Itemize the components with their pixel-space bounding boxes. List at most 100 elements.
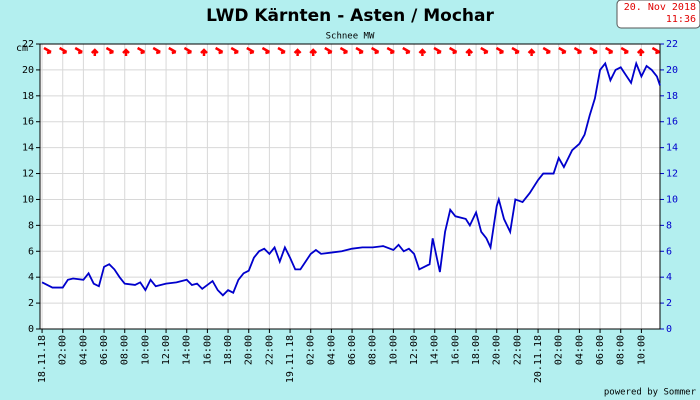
time: 11:36 [666, 14, 696, 25]
footer: powered by Sommer [604, 388, 697, 398]
wind-arrow [527, 48, 536, 56]
wind-arrow [122, 48, 130, 56]
x-tick-label: 10:00 [636, 335, 647, 365]
wind-arrow [214, 46, 224, 55]
data-line [41, 60, 661, 297]
wind-arrow [339, 46, 349, 55]
wind-arrow [558, 46, 567, 55]
x-tick-label: 08:00 [616, 335, 627, 365]
wind-arrow [495, 46, 505, 55]
y2-tick-label: 14 [666, 143, 678, 154]
y-tick-label: 2 [28, 298, 34, 309]
wind-arrow [324, 46, 333, 55]
wind-arrow [573, 46, 583, 55]
x-tick-label: 18.11.18 [37, 335, 48, 383]
wind-arrow [433, 46, 442, 55]
x-tick-label: 08:00 [368, 335, 379, 365]
wind-arrow [480, 46, 489, 55]
y-tick-label: 18 [22, 91, 34, 102]
x-tick-label: 20:00 [244, 335, 255, 365]
y2-tick-label: 6 [666, 246, 672, 257]
x-tick-label: 16:00 [450, 335, 461, 365]
wind-arrow [136, 46, 146, 55]
x-tick-label: 08:00 [120, 335, 131, 365]
chart-title: LWD Kärnten - Asten / Mochar [206, 6, 494, 26]
wind-arrow [386, 46, 395, 55]
wind-arrow [465, 48, 474, 56]
y-unit: cm [16, 43, 28, 54]
x-tick-label: 18:00 [471, 335, 482, 365]
x-tick-label: 22:00 [264, 335, 275, 365]
y-tick-label: 22 [22, 39, 34, 50]
x-tick-label: 19.11.18 [285, 335, 296, 383]
wind-arrow [511, 46, 520, 55]
wind-arrow [293, 48, 302, 56]
y-tick-label: 10 [22, 194, 34, 205]
y2-tick-label: 0 [666, 324, 672, 335]
y2-tick-label: 10 [666, 194, 678, 205]
wind-arrow [402, 46, 411, 55]
wind-arrow [636, 48, 645, 56]
x-tick-label: 12:00 [161, 335, 172, 365]
y2-tick-label: 2 [666, 298, 672, 309]
wind-arrow [43, 46, 52, 55]
x-tick-label: 12:00 [409, 335, 420, 365]
y2-tick-label: 18 [666, 91, 678, 102]
wind-arrow [355, 46, 364, 55]
plot-frame [39, 43, 661, 330]
y-tick-label: 20 [22, 65, 34, 76]
y2-tick-label: 16 [666, 117, 678, 128]
x-tick-label: 20.11.18 [533, 335, 544, 383]
y-tick-label: 0 [28, 324, 34, 335]
x-tick-label: 06:00 [347, 335, 358, 365]
wind-arrow [277, 46, 286, 55]
wind-arrow [418, 48, 427, 56]
x-tick-label: 14:00 [182, 335, 193, 365]
wind-arrow [246, 46, 255, 55]
x-tick-label: 04:00 [78, 335, 89, 365]
wind-arrow [90, 48, 99, 56]
y2-tick-label: 20 [666, 65, 678, 76]
x-tick-label: 20:00 [492, 335, 503, 365]
y-tick-label: 16 [22, 117, 34, 128]
x-tick-label: 04:00 [326, 335, 337, 365]
plot-area [40, 44, 660, 329]
wind-arrow [651, 46, 661, 55]
y2-tick-label: 22 [666, 39, 678, 50]
x-tick-label: 02:00 [58, 335, 69, 365]
x-tick-label: 18:00 [223, 335, 234, 365]
y-tick-label: 12 [22, 169, 34, 180]
x-tick-label: 04:00 [574, 335, 585, 365]
wind-arrow [58, 46, 68, 55]
y2-tick-label: 12 [666, 169, 678, 180]
wind-arrow [105, 46, 115, 55]
x-tick-label: 02:00 [306, 335, 317, 365]
wind-arrow [200, 48, 208, 56]
wind-arrow [542, 46, 551, 55]
wind-arrow [74, 46, 83, 55]
wind-arrow [152, 46, 161, 55]
wind-arrow [261, 46, 271, 55]
y-tick-label: 8 [28, 220, 34, 231]
date-box [616, 0, 700, 29]
x-tick-label: 14:00 [430, 335, 441, 365]
x-tick-label: 16:00 [202, 335, 213, 365]
y2-tick-label: 8 [666, 220, 672, 231]
y-tick-label: 14 [22, 143, 34, 154]
date: 20. Nov 2018 [624, 2, 696, 13]
x-tick-label: 06:00 [595, 335, 606, 365]
wind-arrow [309, 48, 318, 56]
wind-arrow [230, 46, 239, 55]
wind-arrow [183, 46, 193, 55]
y-tick-label: 6 [28, 246, 34, 257]
wind-arrow [370, 46, 380, 55]
x-tick-label: 02:00 [554, 335, 565, 365]
x-tick-label: 10:00 [388, 335, 399, 365]
x-tick-label: 22:00 [512, 335, 523, 365]
x-tick-label: 06:00 [99, 335, 110, 365]
wind-arrow [604, 46, 614, 55]
x-tick-label: 10:00 [140, 335, 151, 365]
y-tick-label: 4 [28, 272, 34, 283]
wind-arrow [168, 46, 177, 55]
